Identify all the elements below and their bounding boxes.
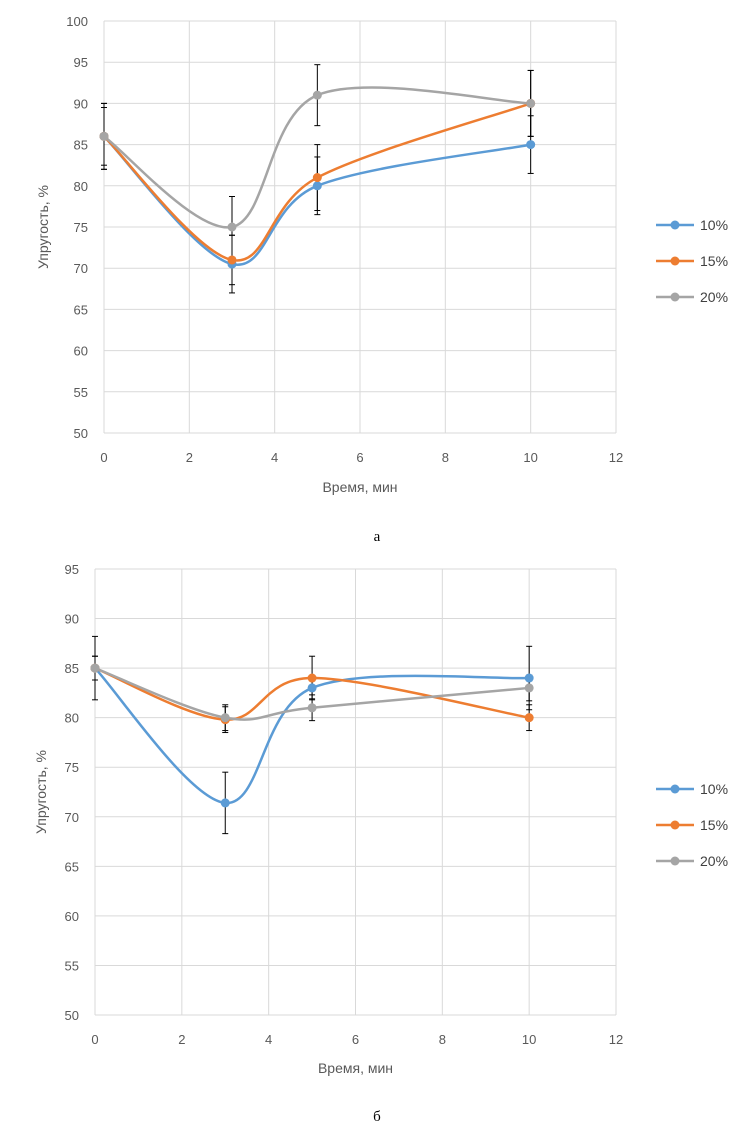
data-point xyxy=(524,673,534,683)
data-point xyxy=(307,703,317,713)
y-tick-label: 50 xyxy=(74,426,88,441)
x-tick-label: 8 xyxy=(439,1032,446,1047)
data-point xyxy=(99,131,109,141)
x-tick-label: 2 xyxy=(186,450,193,465)
y-tick-label: 100 xyxy=(66,14,88,29)
x-tick-label: 10 xyxy=(523,450,537,465)
chart-a: 50 55 60 65 70 75 80 85 90 95 100 0 2 4 6 8 10 12 Время, м… xyxy=(35,14,728,545)
x-tick-label: 4 xyxy=(271,450,278,465)
y-tick-label: 90 xyxy=(65,612,79,627)
data-point xyxy=(220,713,230,723)
legend-marker xyxy=(670,292,680,302)
data-point xyxy=(227,255,237,265)
chart-b: 50 55 60 65 70 75 80 85 90 95 0 2 4 6 8 10 12 Время, мин У… xyxy=(33,562,728,1125)
y-tick-label: 55 xyxy=(65,958,79,973)
data-point xyxy=(307,683,317,693)
x-tick-label: 4 xyxy=(265,1032,272,1047)
x-tick-label: 6 xyxy=(352,1032,359,1047)
series-line-10% xyxy=(93,666,531,805)
data-point xyxy=(220,798,230,808)
y-tick-label: 65 xyxy=(74,302,88,317)
series-line-15% xyxy=(93,666,531,721)
x-tick-label: 6 xyxy=(356,450,363,465)
data-point xyxy=(307,673,317,683)
x-tick-label: 0 xyxy=(100,450,107,465)
data-point xyxy=(227,222,237,232)
data-point xyxy=(524,713,534,723)
x-tick-label: 0 xyxy=(91,1032,98,1047)
data-point xyxy=(526,98,536,108)
legend-label: 20% xyxy=(700,289,728,305)
y-tick-label: 85 xyxy=(74,138,88,153)
legend-marker xyxy=(670,856,680,866)
x-axis-title: Время, мин xyxy=(318,1060,393,1076)
legend-label: 15% xyxy=(700,253,728,269)
y-tick-label: 75 xyxy=(74,220,88,235)
x-tick-label: 12 xyxy=(609,1032,623,1047)
y-tick-label: 95 xyxy=(74,55,88,70)
data-point xyxy=(526,140,536,150)
y-tick-label: 60 xyxy=(65,909,79,924)
series-line-20% xyxy=(102,86,532,229)
legend-label: 15% xyxy=(700,817,728,833)
data-point xyxy=(524,683,534,693)
legend-marker xyxy=(670,784,680,794)
x-axis-title: Время, мин xyxy=(322,479,397,495)
x-tick-label: 2 xyxy=(178,1032,185,1047)
legend-marker xyxy=(670,220,680,230)
y-tick-label: 75 xyxy=(65,760,79,775)
legend-label: 20% xyxy=(700,853,728,869)
y-tick-label: 70 xyxy=(65,810,79,825)
y-tick-label: 60 xyxy=(74,344,88,359)
legend-marker xyxy=(670,820,680,830)
y-tick-label: 65 xyxy=(65,859,79,874)
legend-label: 10% xyxy=(700,781,728,797)
series-line-15% xyxy=(102,102,532,262)
legend-label: 10% xyxy=(700,217,728,233)
data-point xyxy=(312,90,322,100)
panel-label: б xyxy=(373,1109,381,1125)
y-axis-title: Упругость, % xyxy=(35,185,51,269)
panel-label: а xyxy=(374,529,381,545)
series-line-10% xyxy=(102,135,532,266)
y-tick-label: 80 xyxy=(74,179,88,194)
x-tick-label: 8 xyxy=(442,450,449,465)
data-point xyxy=(90,663,100,673)
x-tick-label: 12 xyxy=(609,450,623,465)
x-tick-label: 10 xyxy=(522,1032,536,1047)
y-tick-label: 80 xyxy=(65,711,79,726)
y-tick-label: 70 xyxy=(74,261,88,276)
y-axis-title: Упругость, % xyxy=(33,750,49,834)
legend-marker xyxy=(670,256,680,266)
y-tick-label: 50 xyxy=(65,1008,79,1023)
y-tick-label: 55 xyxy=(74,385,88,400)
data-point xyxy=(312,173,322,183)
y-tick-label: 95 xyxy=(65,562,79,577)
series-line-20% xyxy=(93,666,531,721)
data-point xyxy=(312,181,322,191)
y-tick-label: 85 xyxy=(65,661,79,676)
y-tick-label: 90 xyxy=(74,96,88,111)
